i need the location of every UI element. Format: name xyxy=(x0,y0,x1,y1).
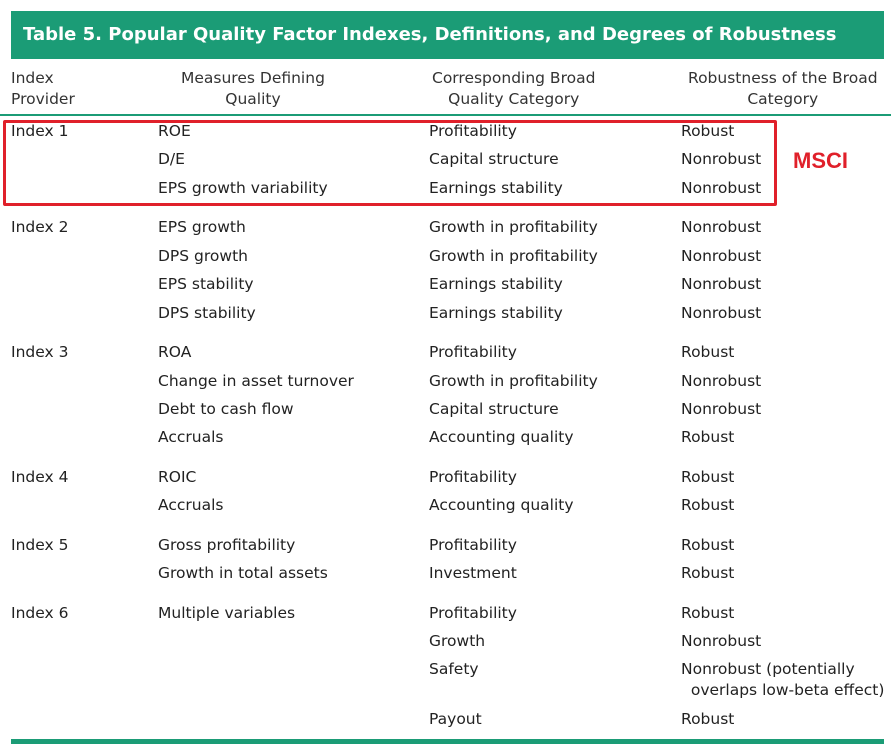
row-robustness: Robust xyxy=(681,122,735,140)
row-measure: EPS growth variability xyxy=(158,179,328,197)
row-provider: Index 3 xyxy=(11,343,69,361)
row-measure: Gross profitability xyxy=(158,536,296,554)
row-robustness: Nonrobust xyxy=(681,150,762,168)
header-measures: Measures Defining Quality xyxy=(181,68,325,110)
row-robustness: Nonrobust (potentially xyxy=(681,660,855,678)
row-category: Profitability xyxy=(429,536,517,554)
header-category-line1: Corresponding Broad xyxy=(432,69,596,87)
row-category: Accounting quality xyxy=(429,496,574,514)
row-provider: Index 1 xyxy=(11,122,69,140)
bottom-rule xyxy=(11,739,884,744)
header-category-line2: Quality Category xyxy=(448,90,580,108)
row-measure: Accruals xyxy=(158,428,224,446)
msci-annotation: MSCI xyxy=(793,148,848,173)
row-robustness: Nonrobust xyxy=(681,632,762,650)
row-robustness: Robust xyxy=(681,710,735,728)
row-category: Growth xyxy=(429,632,486,650)
msci-highlight-box xyxy=(3,120,777,206)
row-robustness: Robust xyxy=(681,564,735,582)
row-category: Profitability xyxy=(429,604,517,622)
row-measure: Change in asset turnover xyxy=(158,372,354,390)
row-category: Earnings stability xyxy=(429,304,563,322)
row-robustness: Nonrobust xyxy=(681,372,762,390)
row-robustness: Robust xyxy=(681,604,735,622)
row-measure: Growth in total assets xyxy=(158,564,328,582)
row-category: Payout xyxy=(429,710,482,728)
row-measure: ROA xyxy=(158,343,192,361)
row-robustness: Nonrobust xyxy=(681,247,762,265)
row-robustness: Nonrobust xyxy=(681,275,762,293)
row-measure: D/E xyxy=(158,150,185,168)
row-measure: Debt to cash flow xyxy=(158,400,294,418)
header-rule xyxy=(0,114,891,116)
table-title: Table 5. Popular Quality Factor Indexes,… xyxy=(11,11,884,59)
row-measure: ROE xyxy=(158,122,191,140)
row-robustness: Nonrobust xyxy=(681,400,762,418)
row-measure: DPS growth xyxy=(158,247,248,265)
row-category: Accounting quality xyxy=(429,428,574,446)
row-robustness: Robust xyxy=(681,428,735,446)
row-category: Earnings stability xyxy=(429,275,563,293)
row-category: Profitability xyxy=(429,343,517,361)
row-measure: Multiple variables xyxy=(158,604,296,622)
row-provider: Index 6 xyxy=(11,604,69,622)
row-provider: Index 4 xyxy=(11,468,69,486)
row-measure: ROIC xyxy=(158,468,197,486)
row-category: Capital structure xyxy=(429,150,559,168)
row-robustness: Robust xyxy=(681,496,735,514)
row-robustness-continuation: overlaps low-beta effect) xyxy=(681,681,885,699)
header-robustness-line1: Robustness of the Broad xyxy=(688,69,878,87)
row-category: Growth in profitability xyxy=(429,372,598,390)
row-category: Capital structure xyxy=(429,400,559,418)
row-measure: EPS stability xyxy=(158,275,254,293)
row-provider: Index 5 xyxy=(11,536,69,554)
row-robustness: Robust xyxy=(681,468,735,486)
header-provider: Index Provider xyxy=(11,68,75,110)
header-category: Corresponding Broad Quality Category xyxy=(432,68,595,110)
row-measure: DPS stability xyxy=(158,304,256,322)
row-measure: Accruals xyxy=(158,496,224,514)
header-measures-line2: Quality xyxy=(225,90,281,108)
header-provider-line1: Index xyxy=(11,69,54,87)
row-robustness: Nonrobust xyxy=(681,304,762,322)
row-measure: EPS growth xyxy=(158,218,246,236)
row-category: Earnings stability xyxy=(429,179,563,197)
row-robustness: Nonrobust xyxy=(681,179,762,197)
row-category: Growth in profitability xyxy=(429,218,598,236)
row-robustness: Robust xyxy=(681,343,735,361)
row-category: Profitability xyxy=(429,468,517,486)
row-robustness: Nonrobust xyxy=(681,218,762,236)
row-category: Investment xyxy=(429,564,517,582)
row-category: Growth in profitability xyxy=(429,247,598,265)
row-category: Safety xyxy=(429,660,479,678)
header-robustness-line2: Category xyxy=(747,90,819,108)
row-provider: Index 2 xyxy=(11,218,69,236)
row-category: Profitability xyxy=(429,122,517,140)
header-provider-line2: Provider xyxy=(11,90,75,108)
header-measures-line1: Measures Defining xyxy=(181,69,325,87)
header-robustness: Robustness of the Broad Category xyxy=(688,68,878,110)
row-robustness: Robust xyxy=(681,536,735,554)
